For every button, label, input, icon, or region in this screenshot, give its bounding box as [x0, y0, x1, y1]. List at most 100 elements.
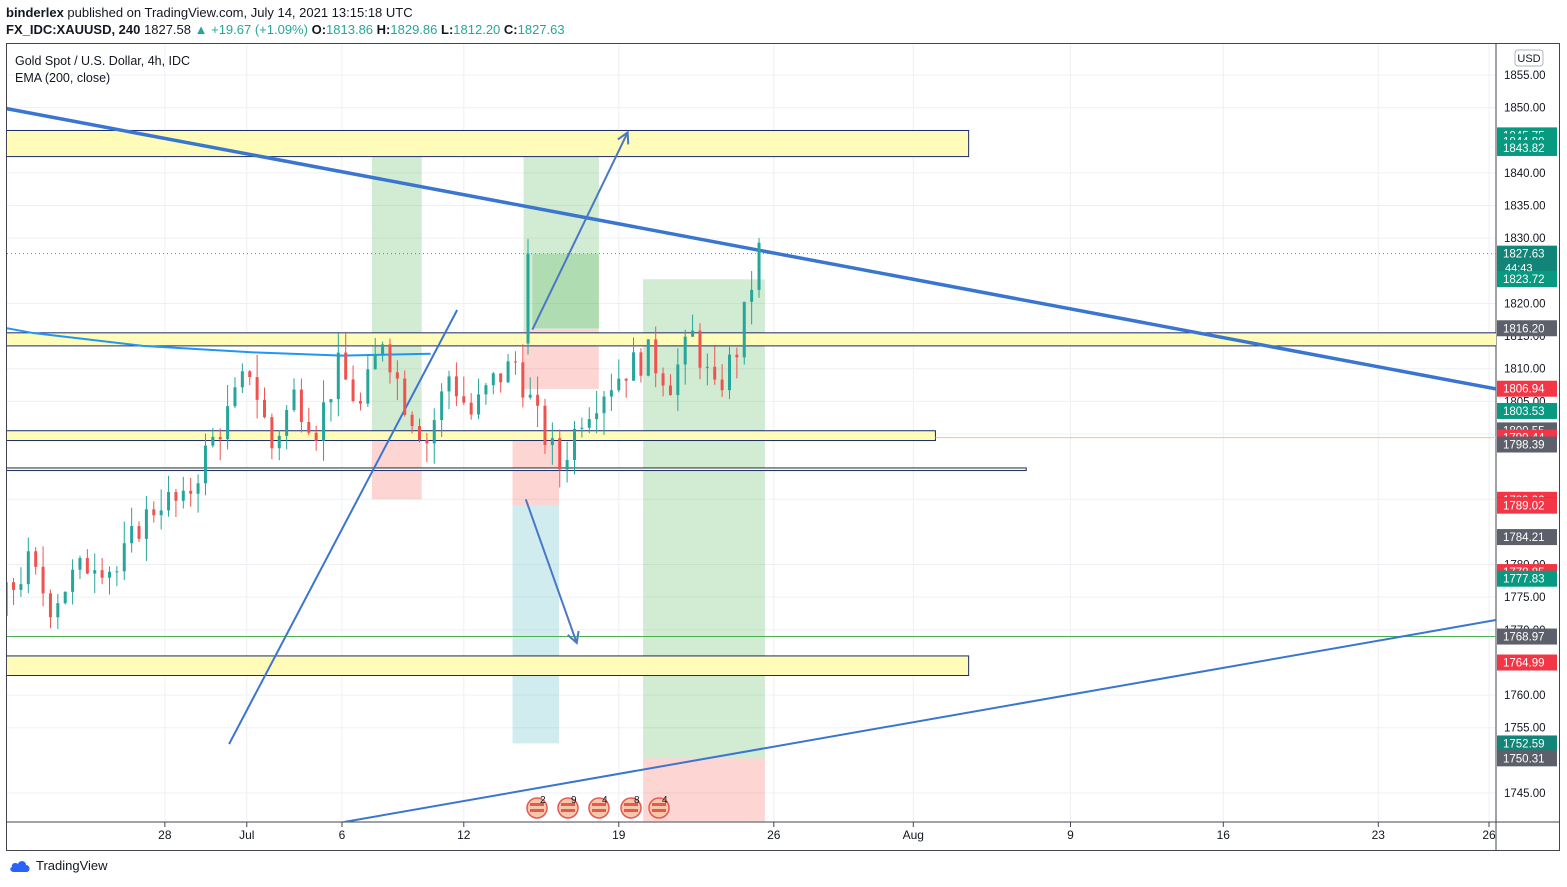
y-tick-label: 1830.00: [1504, 233, 1546, 245]
flag-stripe: [652, 803, 666, 806]
open-label: O:: [311, 22, 327, 37]
price-tag-label: 1816.20: [1503, 323, 1545, 335]
support-resistance-zone: [7, 129, 970, 158]
y-tick-label: 1760.00: [1504, 690, 1546, 702]
bullish-candle: [159, 510, 163, 516]
bullish-candle: [233, 387, 237, 407]
bullish-candle: [122, 543, 126, 572]
flag-stripe: [624, 803, 638, 806]
bullish-candle: [130, 526, 134, 544]
flag-stripe: [592, 803, 606, 806]
bullish-candle: [285, 409, 289, 436]
bullish-candle: [277, 435, 281, 449]
long-target-box: [371, 150, 422, 431]
price-tag: [1497, 654, 1557, 671]
x-tick-label: Aug: [903, 828, 924, 842]
currency-badge: [1514, 49, 1544, 67]
bullish-candle: [506, 361, 510, 383]
bearish-candle: [403, 378, 407, 415]
flag-stripe: [530, 809, 544, 812]
bullish-candle: [56, 603, 60, 618]
x-tick-label: 28: [158, 828, 172, 842]
bullish-candle: [750, 289, 754, 302]
price-tag-label: 1784.21: [1503, 532, 1545, 544]
bullish-candle: [757, 242, 761, 290]
bearish-candle: [12, 582, 16, 590]
y-tick-label: 1835.00: [1504, 201, 1546, 213]
bullish-candle: [144, 509, 148, 539]
bullish-candle: [691, 330, 695, 337]
y-tick-label: 1850.00: [1504, 103, 1546, 115]
bullish-candle: [676, 364, 680, 396]
bullish-candle: [115, 571, 119, 573]
price-tag: [1497, 497, 1557, 514]
bearish-candle: [395, 372, 399, 379]
support-resistance-zone: [7, 332, 1496, 347]
bullish-candle: [447, 376, 451, 392]
bearish-candle: [100, 570, 104, 578]
bearish-candle: [351, 379, 355, 402]
legend-indicator[interactable]: EMA (200, close): [15, 71, 111, 85]
trendline: [228, 309, 459, 745]
bearish-candle: [499, 373, 503, 383]
bullish-candle: [292, 389, 296, 410]
descending-trendline: [7, 106, 1496, 391]
bearish-candle: [513, 361, 517, 363]
y-tick-label: 1855.00: [1504, 70, 1546, 82]
bullish-candle: [477, 394, 481, 415]
bullish-candle: [632, 352, 636, 381]
published-text: published on TradingView.com, July 14, 2…: [63, 5, 413, 20]
bullish-candle: [226, 406, 230, 440]
price-tag: [1497, 529, 1557, 546]
x-tick-label: 6: [339, 828, 346, 842]
x-tick-label: 12: [457, 828, 471, 842]
bullish-candle: [63, 591, 67, 604]
x-tick-label: Jul: [239, 828, 254, 842]
bullish-candle: [240, 371, 244, 388]
symbol-header: FX_IDC:XAUUSD, 240 1827.58 ▲ +19.67 (+1.…: [6, 22, 565, 37]
bullish-candle: [167, 491, 171, 511]
bullish-candle: [528, 394, 532, 398]
price-tag-label: 1789.02: [1503, 501, 1545, 513]
bullish-candle: [609, 390, 613, 397]
y-tick-label: 1820.00: [1504, 298, 1546, 310]
chart-frame: [6, 43, 1560, 851]
x-tick-label: 26: [767, 828, 781, 842]
bullish-candle: [19, 584, 23, 590]
bearish-candle: [454, 376, 458, 397]
price-tag: [1497, 628, 1557, 645]
bullish-candle: [580, 427, 584, 429]
bearish-candle: [661, 373, 665, 386]
long-stop-box: [371, 430, 422, 500]
bearish-candle: [410, 414, 414, 427]
price-tag-label: 1827.63: [1503, 249, 1545, 261]
bearish-candle: [137, 526, 141, 539]
bullish-candle: [26, 551, 30, 585]
price-tag: [1497, 735, 1557, 752]
bearish-candle: [558, 438, 562, 470]
bullish-candle: [550, 438, 554, 446]
tradingview-logo[interactable]: TradingView: [8, 858, 108, 873]
bullish-candle: [93, 570, 97, 574]
price-tag-label: 1752.59: [1503, 738, 1545, 750]
price-tag-label: 1843.82: [1503, 143, 1545, 155]
price-tag-label: 1806.94: [1503, 384, 1545, 396]
support-resistance-zone: [7, 467, 1027, 472]
bearish-candle: [307, 422, 311, 433]
high-label: H:: [376, 22, 391, 37]
bearish-candle: [720, 379, 724, 391]
low-label: L:: [441, 22, 454, 37]
flag-stripe: [652, 809, 666, 812]
publisher-name[interactable]: binderlex: [6, 5, 64, 20]
price-tag-label: 1803.53: [1503, 406, 1545, 418]
bullish-candle: [373, 354, 377, 370]
bearish-candle: [85, 558, 89, 574]
bearish-candle: [255, 377, 259, 400]
bearish-candle: [41, 566, 45, 594]
publish-header: binderlex published on TradingView.com, …: [6, 5, 413, 20]
low-value: 1812.20: [453, 22, 501, 37]
close-value: 1827.63: [517, 22, 565, 37]
price-tag: [1497, 271, 1557, 288]
price-change: ▲ +19.67 (+1.09%): [194, 22, 308, 37]
